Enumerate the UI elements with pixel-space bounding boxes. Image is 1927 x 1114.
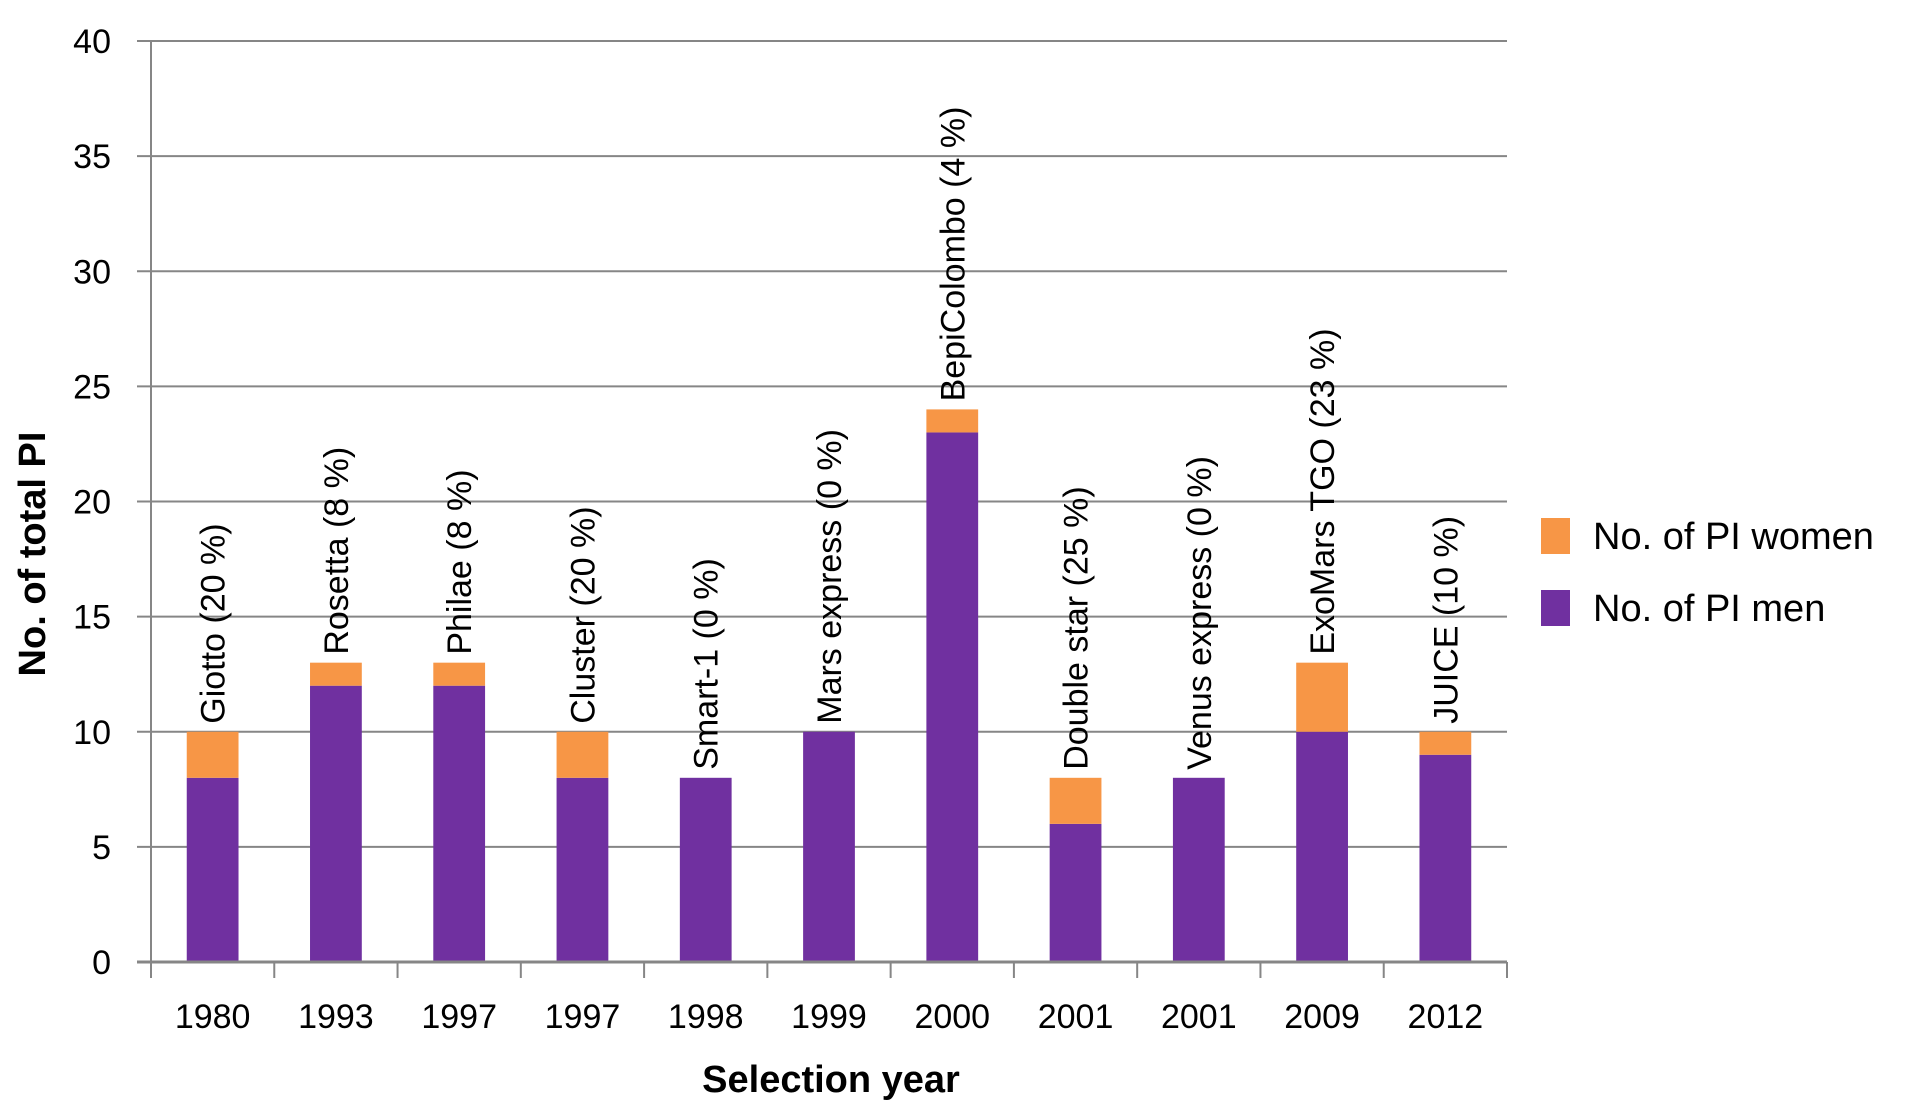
x-tick-label: 1993: [298, 998, 374, 1036]
bar-annotation: Venus express (0 %): [1181, 456, 1219, 770]
x-tick-label: 2001: [1038, 998, 1114, 1036]
bar-women: [1296, 662, 1348, 732]
bar-men: [1172, 777, 1225, 962]
bar-annotation: JUICE (10 %): [1427, 516, 1465, 724]
bar-women: [926, 409, 979, 433]
legend-label: No. of PI men: [1593, 588, 1825, 630]
bar-annotation: Mars express (0 %): [811, 429, 849, 724]
bar-men: [1049, 823, 1102, 962]
bar-women: [556, 731, 609, 778]
x-tick-label: 1999: [791, 998, 867, 1036]
legend-swatch: [1541, 590, 1570, 626]
x-tick-labels: 1980 1993 1997 1997 1998 1999 2000 2001 2001 2009…: [175, 998, 1483, 1036]
bar-annotation: Rosetta (8 %): [318, 447, 356, 655]
bar-annotation: ExoMars TGO (23 %): [1304, 328, 1342, 654]
bar-annotation: BepiColombo (4 %): [934, 107, 972, 402]
bar-annotation: Giotto (20 %): [195, 523, 233, 723]
y-axis-title: No. of total PI: [12, 432, 54, 677]
legend-label: No. of PI women: [1593, 516, 1874, 558]
legend: No. of PI women No. of PI men: [1541, 516, 1874, 630]
y-tick-label: 25: [73, 368, 111, 406]
axes: [137, 41, 1508, 978]
bar-men: [926, 432, 979, 962]
x-tick-label: 2001: [1161, 998, 1237, 1036]
x-tick-label: 2000: [914, 998, 990, 1036]
gridlines: [137, 40, 1507, 848]
bar-annotations: Giotto (20 %) Rosetta (8 %) Philae (8 %) Cl…: [195, 107, 1466, 770]
x-tick-label: 1980: [175, 998, 251, 1036]
y-tick-label: 0: [92, 944, 111, 982]
x-tick-label: 1997: [545, 998, 621, 1036]
y-tick-label: 15: [73, 599, 111, 637]
y-tick-label: 40: [73, 23, 111, 61]
bar-men: [433, 685, 486, 962]
y-tick-labels: 0 5 10 15 20 25 30 35 40: [73, 23, 111, 982]
x-tick-label: 2009: [1284, 998, 1360, 1036]
bar-annotation: Philae (8 %): [441, 469, 479, 654]
x-tick-label: 1997: [421, 998, 497, 1036]
legend-swatch: [1541, 518, 1570, 554]
bar-men: [679, 777, 732, 962]
bar-annotation: Double star (25 %): [1058, 486, 1096, 769]
y-tick-label: 5: [92, 829, 111, 867]
y-tick-label: 10: [73, 714, 111, 752]
bar-annotation: Cluster (20 %): [564, 506, 602, 723]
bar-men: [1419, 754, 1472, 962]
y-tick-label: 35: [73, 138, 111, 176]
bar-women: [433, 662, 486, 686]
bar-women: [310, 662, 362, 686]
bar-men: [556, 777, 609, 962]
y-tick-label: 30: [73, 253, 111, 291]
bar-men: [310, 685, 362, 962]
x-axis-title: Selection year: [702, 1059, 960, 1101]
bar-women: [186, 731, 239, 778]
bar-men: [803, 731, 855, 962]
bar-men: [1296, 731, 1348, 962]
bar-men: [186, 777, 239, 962]
bars: [186, 409, 1472, 962]
bar-women: [1049, 777, 1102, 824]
y-tick-label: 20: [73, 484, 111, 522]
bar-women: [1419, 731, 1472, 755]
bar-annotation: Smart-1 (0 %): [688, 558, 726, 770]
x-tick-label: 1998: [668, 998, 744, 1036]
x-tick-label: 2012: [1408, 998, 1484, 1036]
